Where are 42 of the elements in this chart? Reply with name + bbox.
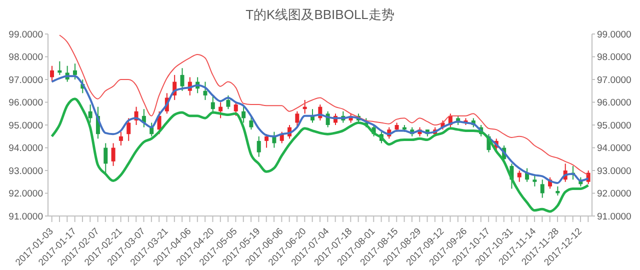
y2-tick-label: 94.0000: [597, 143, 632, 154]
y-tick-label: 95.0000: [8, 120, 43, 132]
y2-tick-label: 98.0000: [597, 52, 632, 64]
y2-tick-label: 99.0000: [597, 29, 632, 40]
y2-tick-label: 97.0000: [597, 74, 632, 86]
candlestick: [203, 81, 208, 100]
y-tick-label: 98.0000: [8, 52, 43, 64]
candlestick: [50, 65, 54, 82]
candlestick: [226, 94, 230, 110]
candlestick: [72, 63, 77, 80]
line-series: [50, 98, 590, 213]
y2-tick-label: 93.0000: [597, 166, 632, 177]
candlestick: [118, 131, 123, 146]
y2-tick-label: 91.0000: [597, 211, 632, 222]
candlestick: [88, 104, 92, 124]
y-tick-label: 94.0000: [8, 143, 43, 154]
candlestick: [256, 136, 261, 158]
candlestick: [126, 118, 131, 142]
y2-tick-label: 95.0000: [597, 120, 632, 132]
candlestick: [249, 115, 254, 130]
candlestick: [517, 170, 522, 182]
candlestick: [104, 142, 108, 174]
candlestick: [295, 110, 300, 128]
y-tick-label: 91.0000: [8, 211, 43, 222]
y-tick-label: 93.0000: [8, 166, 43, 177]
candlestick: [394, 122, 399, 132]
candlestick: [111, 142, 116, 166]
y-tick-label: 96.0000: [8, 98, 43, 109]
candlestick: [540, 179, 544, 198]
candlestick: [218, 102, 223, 119]
y-tick-label: 99.0000: [8, 29, 43, 40]
y2-tick-label: 92.0000: [597, 188, 632, 200]
candlestick: [264, 134, 269, 148]
candlestick: [556, 186, 560, 196]
y-tick-label: 92.0000: [8, 188, 43, 200]
y-tick-label: 97.0000: [8, 74, 43, 86]
y2-tick-label: 96.0000: [597, 98, 632, 109]
candlestick: [180, 68, 184, 92]
candlestick: [242, 106, 246, 124]
candlestick: [532, 174, 537, 187]
chart-title: T的K线图及BBIBOLL走势: [244, 6, 396, 24]
candlestick: [234, 102, 238, 116]
